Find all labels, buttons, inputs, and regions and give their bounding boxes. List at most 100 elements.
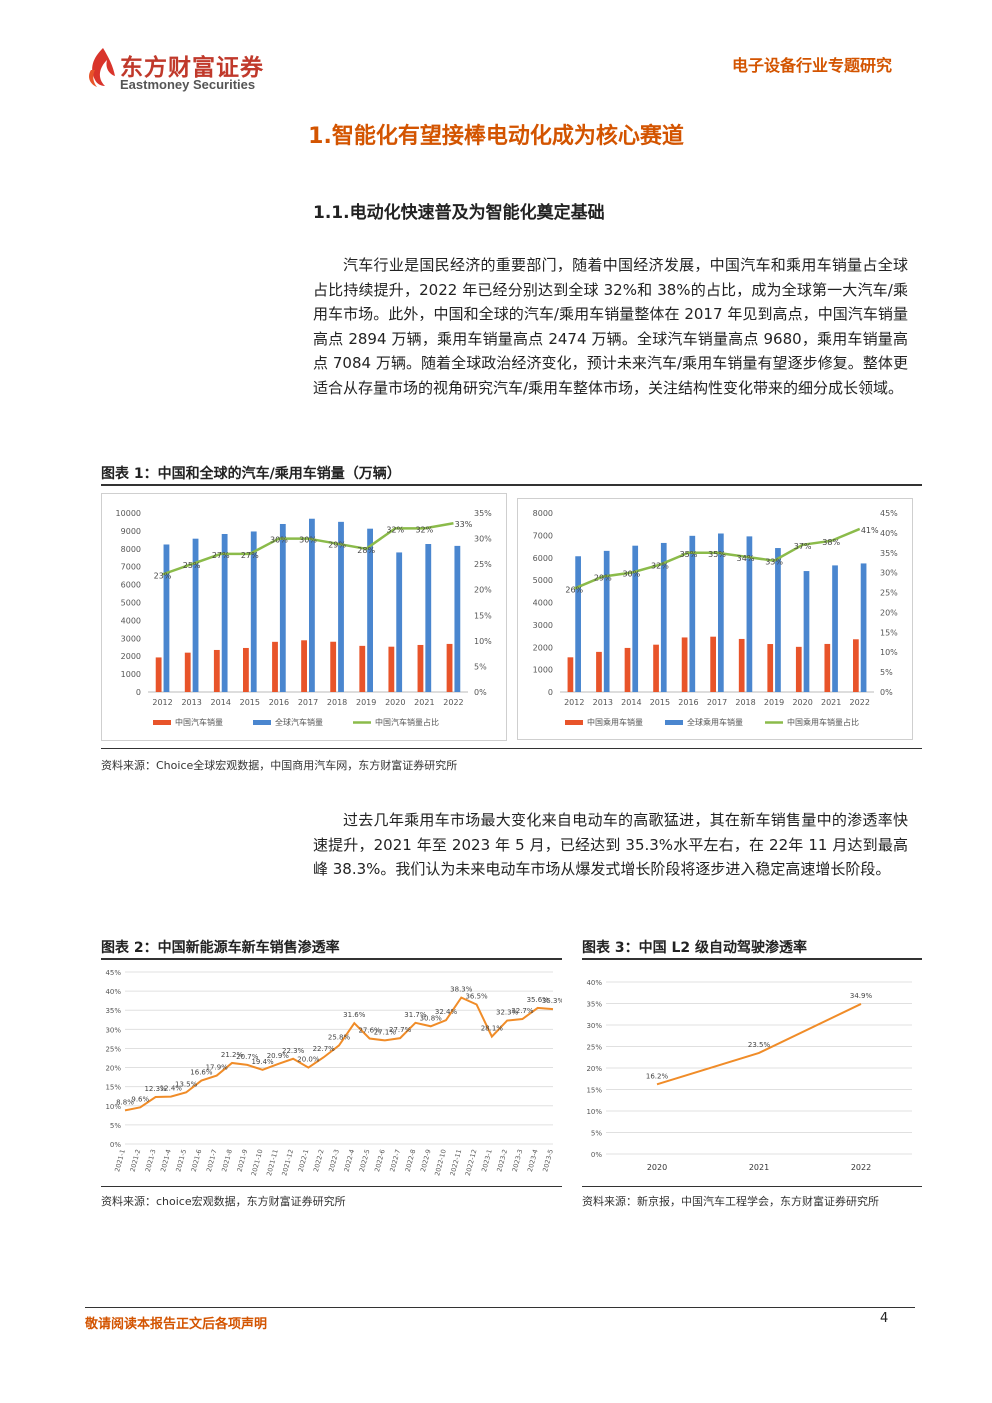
figure-1-title: 图表 1：中国和全球的汽车/乘用车销量（万辆） (101, 466, 401, 482)
share-data-label: 29% (594, 574, 612, 583)
bar-global (860, 563, 867, 692)
x-tick-label: 2019 (764, 698, 784, 707)
bar-china (596, 651, 602, 692)
data-label: 20.7% (236, 1053, 259, 1061)
x-tick-label: 2014 (621, 698, 641, 707)
x-tick-label: 2014 (211, 698, 231, 707)
y-tick-label: 9000 (121, 527, 141, 536)
y-tick-label: 1000 (121, 670, 141, 679)
data-label: 32.3% (496, 1009, 519, 1017)
share-data-label: 35% (680, 550, 698, 559)
data-label: 31.7% (404, 1011, 427, 1019)
data-label: 20.9% (267, 1052, 290, 1060)
y-tick-label: 0% (591, 1151, 602, 1159)
chart-china-global-passenger-sales: 0 1000 2000 3000 4000 5000 6000 7000 8000 0% 5% 10%… (517, 498, 913, 740)
data-label: 25.8% (328, 1033, 351, 1041)
bar-china (710, 636, 716, 692)
y-tick-label: 5% (591, 1130, 602, 1138)
bar-china (824, 643, 831, 692)
y-tick-label: 35% (586, 1001, 602, 1009)
x-tick-label: 2021-10 (250, 1148, 265, 1176)
y2-tick-label: 40% (880, 529, 898, 538)
bar-china (359, 645, 366, 692)
figure-2-bottom-rule (101, 1186, 562, 1187)
data-label: 32.7% (511, 1007, 534, 1015)
y-tick-label: 40% (586, 979, 602, 987)
x-tick-label: 2022-11 (448, 1148, 463, 1176)
figure-1-rule (101, 484, 922, 486)
x-tick-label: 2020 (792, 698, 812, 707)
data-label: 35.6% (527, 996, 550, 1004)
y2-tick-label: 25% (880, 589, 898, 598)
data-label: 34.9% (850, 992, 873, 1000)
legend-swatch (253, 720, 271, 725)
data-label: 12.3% (144, 1085, 167, 1093)
x-tick-label: 2021 (414, 698, 434, 707)
figure-2-source: 资料来源：choice宏观数据，东方财富证券研究所 (101, 1195, 346, 1208)
page-number: 4 (880, 1311, 889, 1326)
footer-rule (85, 1307, 915, 1308)
x-tick-label: 2017 (707, 698, 727, 707)
chart-nev-penetration: 0% 5% 10% 15% 20% 25% 30% 35% 40% 45% 8.8% 9.6% 12.3… (101, 962, 564, 1184)
share-data-label: 37% (794, 542, 812, 551)
y-tick-label: 20% (586, 1065, 602, 1073)
x-tick-label: 2021-9 (236, 1148, 250, 1172)
y-tick-label: 20% (105, 1065, 121, 1073)
y-tick-label: 15% (105, 1084, 121, 1092)
bar-china (653, 644, 659, 692)
x-tick-label: 2023-2 (495, 1148, 509, 1172)
y-tick-label: 6000 (533, 554, 553, 563)
y2-tick-label: 5% (474, 662, 487, 671)
bar-china (388, 646, 395, 692)
penetration-line (124, 996, 554, 1112)
share-data-label: 27% (241, 551, 259, 560)
legend-swatch (665, 720, 683, 725)
y2-tick-label: 10% (880, 648, 898, 657)
data-label: 27.6% (358, 1027, 381, 1035)
y2-tick-label: 20% (880, 608, 898, 617)
x-tick-label: 2022 (851, 1163, 871, 1172)
y2-tick-label: 35% (880, 549, 898, 558)
x-tick-label: 2015 (240, 698, 260, 707)
share-data-label: 41% (861, 526, 879, 535)
x-tick-label: 2021-6 (190, 1148, 204, 1172)
chart-l2-penetration: 0% 5% 10% 15% 20% 25% 30% 35% 40% 16.2% 23.5% 34.9%… (582, 962, 922, 1184)
y-tick-label: 1000 (533, 666, 553, 675)
x-tick-label: 2021-8 (220, 1148, 234, 1172)
penetration-line (656, 1003, 862, 1086)
y-tick-label: 0 (136, 688, 141, 697)
data-label: 30.8% (420, 1014, 443, 1022)
x-tick-label: 2023-1 (480, 1148, 494, 1172)
bar-china (738, 638, 745, 692)
bar-global (396, 552, 403, 692)
bar-global (803, 571, 810, 692)
logo-text-en: Eastmoney Securities (120, 77, 256, 92)
data-label: 8.8% (116, 1098, 134, 1106)
y2-tick-label: 30% (474, 535, 492, 544)
y-tick-label: 7000 (533, 531, 553, 540)
chart-3-svg: 0% 5% 10% 15% 20% 25% 30% 35% 40% 45% 8.8%9.6% 12.3… (105, 969, 564, 1177)
y2-tick-label: 0% (474, 688, 487, 697)
x-tick-label: 2022-7 (388, 1148, 402, 1172)
y-tick-label: 0% (110, 1141, 121, 1149)
y-tick-label: 25% (586, 1044, 602, 1052)
y2-tick-label: 5% (880, 668, 893, 677)
legend-label: 中国汽车销量 (175, 717, 223, 727)
chart-china-global-auto-sales: 0 1000 2000 3000 4000 5000 6000 7000 8000 9000 100… (101, 493, 507, 741)
x-tick-label: 2021-7 (205, 1148, 219, 1172)
share-data-label: 38% (822, 538, 840, 547)
bar-global (775, 548, 781, 692)
figure-3-bottom-rule (582, 1186, 922, 1187)
bar-global (279, 523, 286, 692)
x-tick-label: 2022-4 (343, 1148, 357, 1172)
x-tick-label: 2016 (269, 698, 289, 707)
data-label: 35.3% (542, 997, 562, 1005)
share-data-label: 26% (565, 586, 583, 595)
bar-china (155, 657, 162, 692)
bar-global (603, 550, 610, 692)
bar-china (767, 644, 774, 692)
x-tick-label: 2018 (735, 698, 755, 707)
y-tick-label: 35% (105, 1007, 121, 1015)
share-data-label: 28% (357, 546, 375, 555)
share-data-label: 30% (622, 570, 640, 579)
